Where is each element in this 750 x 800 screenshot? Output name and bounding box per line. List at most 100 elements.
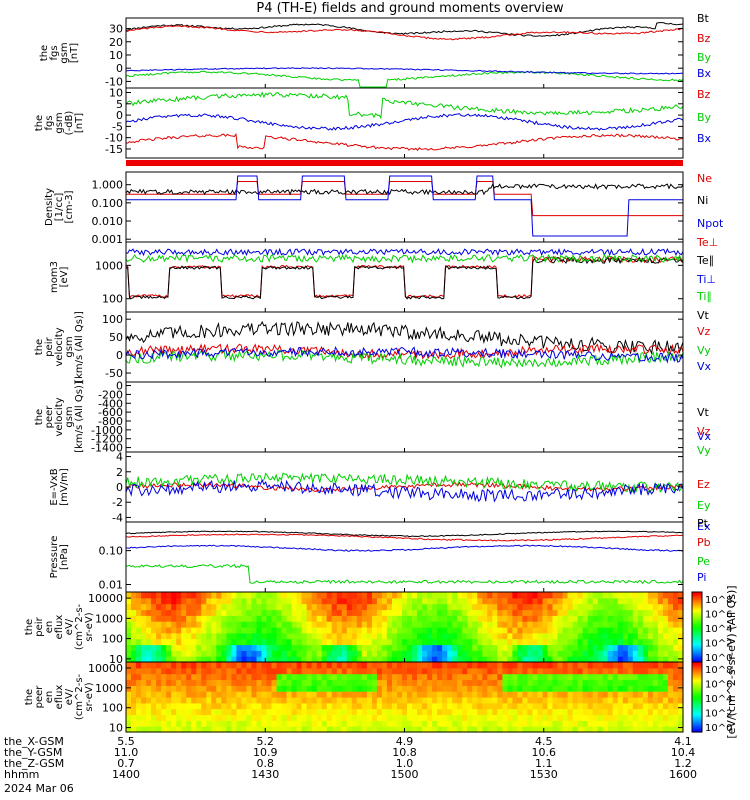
spectrogram-cell xyxy=(191,609,197,616)
spectrogram-cell xyxy=(351,632,358,640)
spectrogram-cell xyxy=(311,726,318,733)
spectrogram-cell xyxy=(271,662,278,669)
spectrogram-cell xyxy=(206,597,212,605)
spectrogram-cell xyxy=(226,621,232,628)
spectrogram-cell xyxy=(386,632,393,640)
spectrogram-cell xyxy=(667,691,674,698)
spectrogram-cell xyxy=(291,673,298,681)
spectrogram-cell xyxy=(572,708,579,716)
spectrogram-cell xyxy=(402,685,408,692)
spectrogram-cell xyxy=(447,702,453,710)
spectrogram-cell xyxy=(216,632,222,640)
spectrogram-cell xyxy=(356,603,363,611)
y-tick-label: 20 xyxy=(109,36,123,49)
spectrogram-cell xyxy=(442,627,448,634)
spectrogram-cell xyxy=(336,615,343,622)
spectrogram-cell xyxy=(321,603,328,611)
spectrogram-cell xyxy=(452,621,458,628)
spectrogram-cell xyxy=(542,685,549,692)
spectrogram-cell xyxy=(156,685,162,692)
spectrogram-cell xyxy=(226,679,232,686)
spectrogram-cell xyxy=(366,697,373,704)
spectrogram-cell xyxy=(161,650,167,657)
spectrogram-cell xyxy=(522,720,528,727)
spectrogram-cell xyxy=(507,609,513,616)
spectrogram-cell xyxy=(346,673,353,681)
spectrogram-cell xyxy=(632,702,639,710)
spectrogram-cell xyxy=(612,691,619,698)
spectrogram-cell xyxy=(487,638,493,646)
spectrogram-cell xyxy=(512,673,518,681)
spectrogram-cell xyxy=(547,627,554,634)
spectrogram-cell xyxy=(341,685,348,692)
spectrogram-cell xyxy=(397,720,403,727)
spectrogram-cell xyxy=(537,726,544,733)
spectrogram-cell xyxy=(231,632,237,640)
spectrogram-cell xyxy=(417,627,423,634)
spectrogram-cell xyxy=(256,638,263,646)
spectrogram-cell xyxy=(547,603,554,611)
y-tick-label: 0.01 xyxy=(99,578,124,591)
series-Bt xyxy=(125,22,684,37)
spectrogram-cell xyxy=(572,592,579,599)
spectrogram-cell xyxy=(392,702,398,710)
colorbar-swatch xyxy=(692,728,702,731)
spectrogram-cell xyxy=(542,621,549,628)
spectrogram-cell xyxy=(432,627,438,634)
spectrogram-cell xyxy=(552,679,559,686)
spectrogram-cell xyxy=(271,702,278,710)
spectrogram-cell xyxy=(316,615,323,622)
spectrogram-cell xyxy=(376,609,383,616)
spectrogram-cell xyxy=(141,603,147,611)
spectrogram-cell xyxy=(582,656,589,663)
spectrogram-cell xyxy=(386,708,393,716)
spectrogram-cell xyxy=(432,685,438,692)
series-Ne xyxy=(126,181,683,217)
spectrogram-cell xyxy=(141,691,147,698)
spectrogram-cell xyxy=(642,597,649,605)
spectrogram-cell xyxy=(286,627,293,634)
spectrogram-cell xyxy=(437,662,443,669)
spectrogram-cell xyxy=(472,638,478,646)
spectrogram-cell xyxy=(386,615,393,622)
spectrogram-cell xyxy=(301,627,308,634)
spectrogram-cell xyxy=(547,621,554,628)
spectrogram-cell xyxy=(607,667,614,675)
spectrogram-cell xyxy=(487,726,493,733)
spectrogram-cell xyxy=(422,597,428,605)
spectrogram-cell xyxy=(186,627,192,634)
spectrogram-cell xyxy=(311,592,318,599)
y-tick-label: 4 xyxy=(116,451,123,464)
spectrogram-cell xyxy=(136,691,142,698)
spectrogram-cell xyxy=(472,615,478,622)
spectrogram-cell xyxy=(241,667,247,675)
spectrogram-cell xyxy=(552,656,559,663)
spectrogram-cell xyxy=(497,697,503,704)
spectrogram-cell xyxy=(321,632,328,640)
spectrogram-cell xyxy=(452,691,458,698)
y-tick-label: -1000 xyxy=(91,424,123,437)
spectrogram-cell xyxy=(567,627,574,634)
spectrogram-cell xyxy=(487,702,493,710)
spectrogram-cell xyxy=(662,632,669,640)
spectrogram-cell xyxy=(477,726,483,733)
spectrogram-cell xyxy=(402,667,408,675)
spectrogram-cell xyxy=(361,656,368,663)
spectrogram-cell xyxy=(457,615,463,622)
spectrogram-cell xyxy=(427,708,433,716)
spectrogram-cell xyxy=(472,685,478,692)
spectrogram-cell xyxy=(241,679,247,686)
spectrogram-cell xyxy=(361,720,368,727)
spectrogram-cell xyxy=(146,697,152,704)
spectrogram-cell xyxy=(301,662,308,669)
spectrogram-cell xyxy=(482,621,488,628)
spectrogram-cell xyxy=(326,621,333,628)
spectrogram-cell xyxy=(386,644,393,651)
spectrogram-cell xyxy=(321,679,328,686)
spectrogram-cell xyxy=(266,650,273,657)
spectrogram-cell xyxy=(181,667,187,675)
spectrogram-cell xyxy=(371,702,378,710)
spectrogram-cell xyxy=(151,597,157,605)
spectrogram-cell xyxy=(206,667,212,675)
